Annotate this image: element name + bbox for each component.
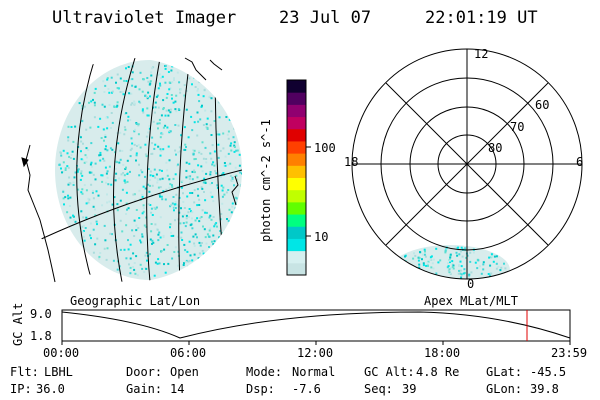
alt-tick-1-8: 1.8 <box>30 329 52 343</box>
colorbar-band <box>287 189 306 203</box>
mlat-label-80: 80 <box>488 141 503 155</box>
alt-tick-9: 9.0 <box>30 307 52 321</box>
door-label: Door: <box>126 365 163 379</box>
colorbar-band <box>287 92 306 105</box>
longitude-lines <box>76 58 226 282</box>
ip-value: 36.0 <box>36 382 65 396</box>
mode-value: Normal <box>292 365 336 379</box>
time-tick-0600: 06:00 <box>170 346 207 360</box>
time-tick-0000: 00:00 <box>43 346 80 360</box>
seq-value: 39 <box>402 382 417 396</box>
instrument-title: Ultraviolet Imager <box>52 8 237 28</box>
gcalt-value: 4.8 Re <box>416 365 460 379</box>
colorbar-band <box>287 238 306 252</box>
colorbar-band <box>287 214 306 227</box>
dsp-label: Dsp: <box>246 382 275 396</box>
colorbar-band <box>287 201 306 215</box>
colorbar-band <box>287 128 306 142</box>
mode-label: Mode: <box>246 365 283 379</box>
colorbar-units: photon cm^-2 s^-1 <box>259 119 273 242</box>
gcalt-label: GC Alt: <box>364 365 415 379</box>
gain-label: Gain: <box>126 382 163 396</box>
colorbar-tick-100: 100 <box>314 141 336 155</box>
colorbar-band <box>287 177 306 191</box>
altitude-plot <box>61 309 571 345</box>
flt-value: LBHL <box>44 365 73 379</box>
mlat-label-70: 70 <box>510 120 525 134</box>
time-tick-1200: 12:00 <box>297 346 334 360</box>
mlt-label-6: 6 <box>576 155 584 169</box>
coastline <box>21 57 239 283</box>
apex-label: Apex MLat/MLT <box>424 294 518 308</box>
flt-label: Flt: <box>10 365 39 379</box>
auroral-speckle <box>58 64 242 277</box>
colorbar <box>286 79 311 276</box>
time-tick-1800: 18:00 <box>424 346 461 360</box>
dsp-value: -7.6 <box>292 382 321 396</box>
colorbar-band <box>287 116 306 130</box>
time-label: 22:01:19 UT <box>425 8 538 28</box>
colorbar-band <box>287 250 306 264</box>
colorbar-band <box>287 165 306 178</box>
geographic-label: Geographic Lat/Lon <box>70 294 201 308</box>
colorbar-band <box>287 104 306 118</box>
glat-label: GLat: <box>486 365 523 379</box>
colorbar-band <box>287 80 306 93</box>
glat-value: -45.5 <box>530 365 567 379</box>
mlt-label-0: 0 <box>467 277 475 291</box>
gc-alt-axis-label: GC Alt <box>11 302 25 346</box>
colorbar-band <box>287 140 306 154</box>
latitude-line <box>18 169 242 251</box>
colorbar-band <box>287 262 306 276</box>
glon-label: GLon: <box>486 382 523 396</box>
date-label: 23 Jul 07 <box>279 8 372 28</box>
seq-label: Seq: <box>364 382 393 396</box>
colorbar-tick-10: 10 <box>314 230 329 244</box>
door-value: Open <box>170 365 199 379</box>
mlt-label-18: 18 <box>344 155 359 169</box>
glon-value: 39.8 <box>530 382 559 396</box>
earth-disk-image <box>18 57 242 283</box>
time-tick-2359: 23:59 <box>551 346 588 360</box>
mlat-label-60: 60 <box>535 98 550 112</box>
ip-label: IP: <box>10 382 32 396</box>
colorbar-band <box>287 226 306 239</box>
colorbar-band <box>287 153 306 166</box>
mlt-label-12: 12 <box>474 47 489 61</box>
polar-mlat-mlt-plot <box>351 48 583 280</box>
gain-value: 14 <box>170 382 185 396</box>
